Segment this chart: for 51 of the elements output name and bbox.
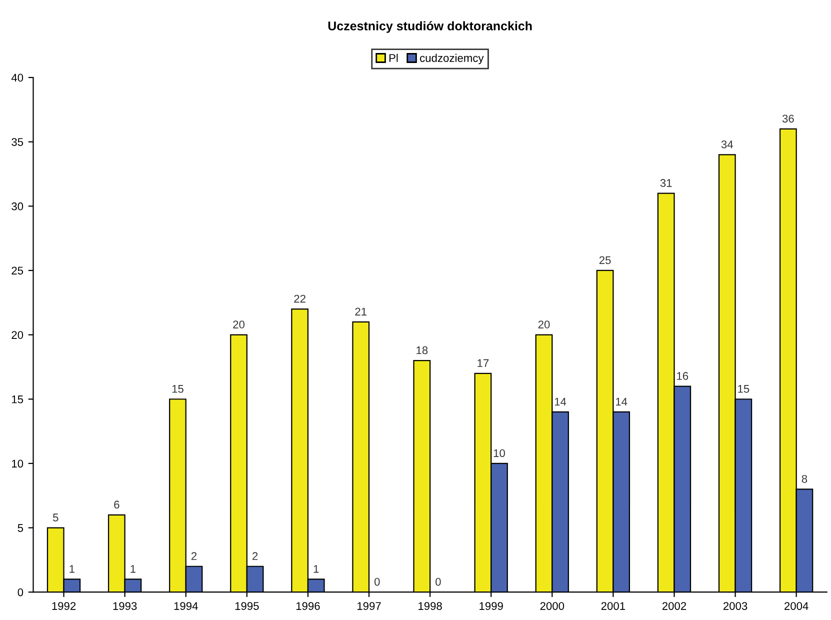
data-label: 6 bbox=[114, 500, 120, 509]
data-label: 14 bbox=[554, 398, 566, 406]
data-label: 0 bbox=[374, 578, 380, 586]
data-label: 14 bbox=[616, 398, 628, 406]
x-tick-label: 2001 bbox=[601, 602, 625, 610]
y-tick-label: 40 bbox=[11, 74, 24, 82]
data-label: 18 bbox=[416, 346, 428, 354]
data-label: 31 bbox=[660, 179, 672, 187]
data-label: 10 bbox=[494, 449, 505, 458]
x-tick-label: 2002 bbox=[662, 602, 686, 610]
x-tick-label: 1999 bbox=[480, 602, 503, 610]
y-tick-label: 5 bbox=[18, 524, 24, 532]
data-label: 34 bbox=[721, 140, 733, 148]
data-label: 15 bbox=[172, 385, 184, 393]
data-label: 1 bbox=[314, 565, 319, 573]
x-tick-label: 1997 bbox=[357, 602, 381, 610]
data-label: 17 bbox=[478, 359, 489, 367]
data-label: 5 bbox=[52, 514, 58, 522]
x-tick-label: 1994 bbox=[174, 602, 198, 610]
legend-label: cudzoziemcy bbox=[420, 54, 484, 64]
data-label: 1 bbox=[130, 565, 136, 573]
y-tick-label: 10 bbox=[12, 460, 24, 468]
x-tick-label: 1996 bbox=[296, 602, 320, 610]
x-tick-label: 2003 bbox=[723, 602, 748, 610]
data-label: 22 bbox=[294, 294, 306, 303]
x-tick-label: 1992 bbox=[52, 602, 76, 610]
x-tick-label: 2000 bbox=[540, 602, 564, 610]
data-label: 1 bbox=[70, 565, 74, 573]
x-tick-label: 1993 bbox=[113, 602, 137, 610]
y-tick-label: 20 bbox=[12, 331, 24, 339]
x-tick-label: 1995 bbox=[235, 602, 259, 610]
data-label: 20 bbox=[538, 320, 550, 328]
data-label: 2 bbox=[252, 552, 258, 560]
data-label: 21 bbox=[355, 308, 366, 316]
legend-label: Pl bbox=[389, 54, 398, 62]
x-tick-label: 1998 bbox=[418, 602, 442, 610]
y-tick-label: 15 bbox=[12, 396, 24, 404]
data-label: 15 bbox=[738, 385, 750, 393]
data-label: 2 bbox=[191, 552, 197, 560]
data-label: 16 bbox=[677, 372, 688, 380]
x-tick-label: 2004 bbox=[784, 602, 808, 610]
data-label: 0 bbox=[436, 578, 441, 586]
y-tick-label: 35 bbox=[12, 138, 24, 146]
data-label: 8 bbox=[802, 474, 808, 483]
data-label: 20 bbox=[233, 320, 245, 328]
chart-title: Uczestnicy studiów doktoranckich bbox=[328, 21, 532, 33]
y-tick-label: 0 bbox=[18, 588, 24, 596]
y-tick-label: 30 bbox=[12, 202, 24, 210]
y-tick-label: 25 bbox=[12, 266, 24, 275]
data-label: 25 bbox=[599, 256, 611, 264]
data-label: 36 bbox=[782, 114, 794, 123]
